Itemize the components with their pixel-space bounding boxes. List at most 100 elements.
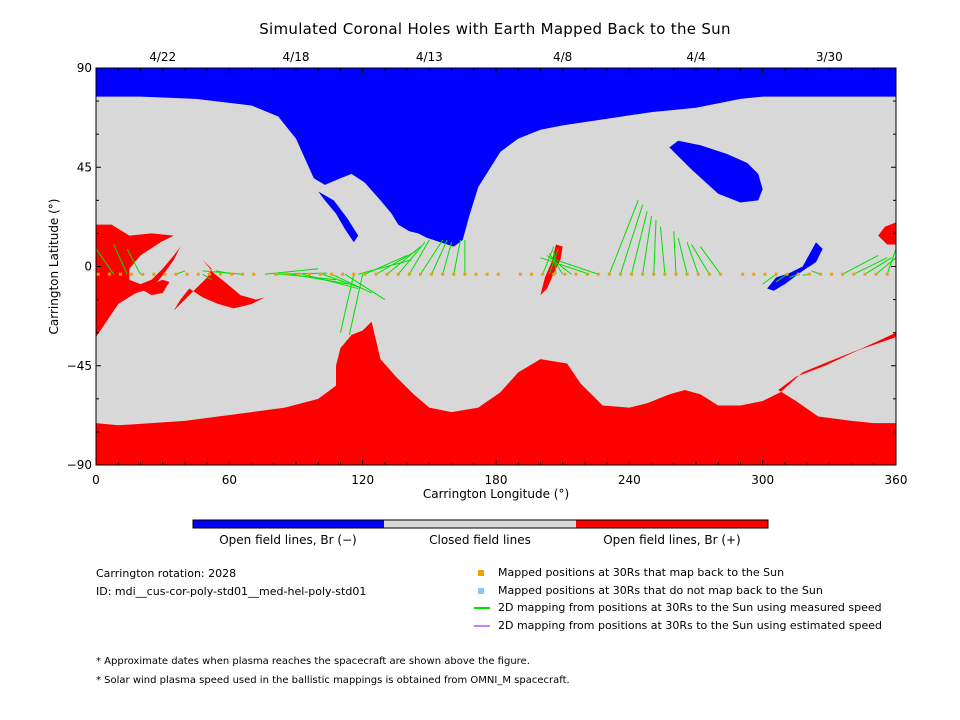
- mapped-point: [230, 272, 234, 276]
- open-positive-region-5: [540, 244, 563, 296]
- footnote-dates: * Approximate dates when plasma reaches …: [96, 656, 530, 667]
- y-tick-label: −45: [67, 359, 92, 373]
- measured-mapping-line: [126, 248, 141, 275]
- top-date-label: 4/22: [149, 50, 176, 64]
- measured-mapping-line: [344, 273, 386, 301]
- measured-mapping-line: [619, 204, 644, 275]
- mapped-point: [96, 272, 100, 276]
- mapped-point: [407, 272, 411, 276]
- x-tick-label: 240: [618, 473, 641, 487]
- mapped-point: [752, 272, 756, 276]
- measured-mapping-line: [775, 273, 788, 283]
- mapped-point: [163, 272, 167, 276]
- top-date-label: 4/18: [283, 50, 310, 64]
- measured-mapping-line: [113, 244, 128, 275]
- mapped-point: [496, 272, 500, 276]
- measured-mapping-line: [302, 273, 359, 290]
- x-tick-label: 300: [751, 473, 774, 487]
- mapped-point: [485, 272, 489, 276]
- carrington-rotation: Carrington rotation: 2028: [96, 567, 237, 580]
- mapped-point: [807, 272, 811, 276]
- colorbar-closed: [384, 520, 576, 528]
- open-negative-region-0: [96, 68, 896, 247]
- mapped-point: [830, 272, 834, 276]
- measured-mapping-line: [364, 255, 408, 275]
- measured-mapping-line: [642, 215, 653, 275]
- mapped-point: [307, 272, 311, 276]
- measured-mapping-line: [549, 257, 599, 275]
- mapped-point: [241, 272, 245, 276]
- mapped-point: [741, 272, 745, 276]
- mapped-point: [763, 272, 767, 276]
- measured-mapping-line: [420, 239, 444, 275]
- measured-mapping-line: [548, 252, 564, 275]
- measured-mapping-line: [273, 272, 328, 275]
- y-tick-label: −90: [67, 458, 92, 472]
- measured-mapping-line: [677, 237, 688, 275]
- mapped-point: [596, 272, 600, 276]
- footnote-speed: * Solar wind plasma speed used in the ba…: [96, 675, 570, 686]
- mapped-point: [285, 272, 289, 276]
- mapped-point: [196, 272, 200, 276]
- mapped-point: [641, 272, 645, 276]
- x-tick-label: 60: [222, 473, 237, 487]
- mapped-point: [863, 272, 867, 276]
- measured-mapping-line: [886, 248, 897, 275]
- open-negative-region-2: [669, 140, 763, 203]
- mapped-point: [885, 272, 889, 276]
- measured-mapping-line: [386, 246, 421, 275]
- measured-mapping-line: [631, 211, 648, 275]
- colorbar-frame: [192, 519, 769, 529]
- measured-mapping-line: [453, 239, 461, 275]
- mapped-point: [418, 272, 422, 276]
- mapped-point: [841, 272, 845, 276]
- measured-mapping-line: [653, 220, 657, 275]
- colorbar-label-open-negative: Open field lines, Br (−): [219, 533, 357, 547]
- mapped-point: [441, 272, 445, 276]
- x-tick-label: 180: [485, 473, 508, 487]
- mapped-point: [396, 272, 400, 276]
- open-positive-region-0: [96, 321, 896, 465]
- measured-mapping-line: [842, 255, 879, 275]
- top-date-label: 4/8: [553, 50, 572, 64]
- mapped-point: [363, 272, 367, 276]
- mapped-point: [685, 272, 689, 276]
- legend-estimated: 2D mapping from positions at 30Rs to the…: [498, 619, 883, 632]
- mapped-point: [185, 272, 189, 276]
- mapped-point: [374, 272, 378, 276]
- mapped-point: [696, 272, 700, 276]
- mapped-point: [330, 272, 334, 276]
- measured-mapping-line: [408, 239, 430, 275]
- mapped-point: [774, 272, 778, 276]
- measured-mapping-line: [375, 250, 417, 275]
- measured-mapping-line: [659, 226, 666, 275]
- y-tick-label: 0: [84, 260, 92, 274]
- measured-mapping-line: [864, 257, 892, 275]
- measured-mapping-line: [700, 246, 721, 275]
- measured-mapping-line: [540, 257, 590, 275]
- measured-mapping-line: [875, 257, 897, 275]
- estimated-legend-line: [474, 625, 490, 627]
- mapped-legend-marker: [478, 570, 484, 576]
- mapped-point: [452, 272, 456, 276]
- mapped-point: [674, 272, 678, 276]
- mapped-point: [718, 272, 722, 276]
- mapped-point: [796, 272, 800, 276]
- mapped-point: [574, 272, 578, 276]
- mapped-point: [530, 272, 534, 276]
- mapped-point: [152, 272, 156, 276]
- top-date-label: 3/30: [816, 50, 843, 64]
- measured-mapping-line: [686, 242, 699, 275]
- legend-not-mapped: Mapped positions at 30Rs that do not map…: [498, 584, 823, 597]
- mapped-point: [107, 272, 111, 276]
- mapped-point: [585, 272, 589, 276]
- top-date-label: 4/13: [416, 50, 443, 64]
- open-positive-region-4: [878, 222, 896, 245]
- mapped-point: [707, 272, 711, 276]
- mapped-point: [474, 272, 478, 276]
- mapped-point: [618, 272, 622, 276]
- measured-mapping-line: [339, 274, 355, 333]
- measured-mapping-line: [608, 200, 639, 275]
- top-date-label: 4/4: [686, 50, 705, 64]
- mapped-point: [652, 272, 656, 276]
